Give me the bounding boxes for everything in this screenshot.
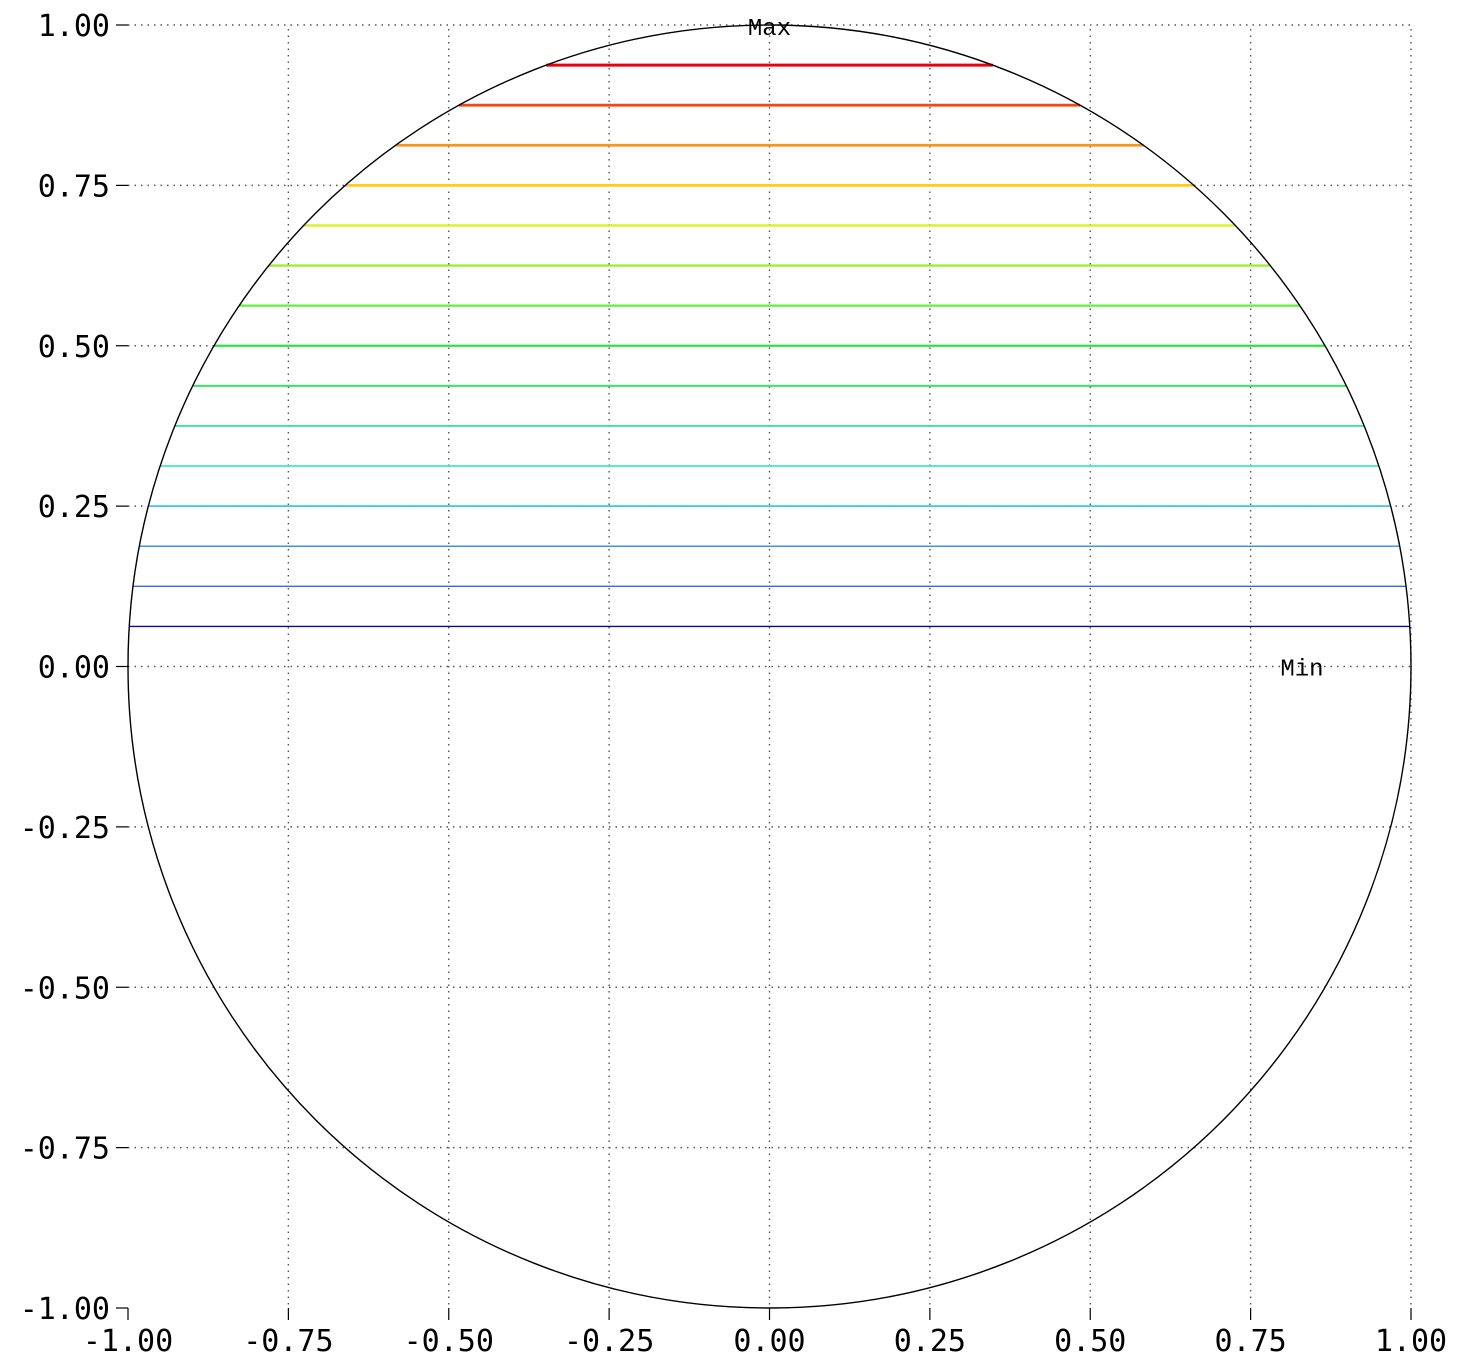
min-annotation: Min [1280, 657, 1323, 684]
tick-labels: -1.00 -0.75 -0.50 -0.25 0.00 0.25 0.50 0.75 1.00… [20, 9, 1447, 1356]
contour-lines [129, 63, 1410, 628]
x-tick-label: -0.25 [564, 1324, 654, 1356]
y-tick-label: 0.50 [38, 330, 110, 365]
x-tick-label: -0.50 [404, 1324, 494, 1356]
annotations: Max Min [748, 16, 1324, 684]
x-tick-label: 0.25 [894, 1324, 966, 1356]
y-tick-label: -0.50 [20, 971, 110, 1006]
axes [116, 24, 1412, 1320]
grid-lines [128, 24, 1412, 1308]
max-annotation: Max [748, 16, 791, 43]
x-tick-label: 0.50 [1054, 1324, 1126, 1356]
x-tick-label: 0.00 [733, 1324, 805, 1356]
x-tick-label: 0.75 [1215, 1324, 1287, 1356]
y-tick-label: 0.75 [38, 169, 110, 204]
y-tick-label: 0.25 [38, 490, 110, 525]
y-tick-label: -1.00 [20, 1292, 110, 1327]
y-tick-label: -0.75 [20, 1132, 110, 1167]
x-tick-label: -0.75 [243, 1324, 333, 1356]
x-tick-label: 1.00 [1375, 1324, 1447, 1356]
boundary-circle [127, 24, 1412, 1309]
circle-boundary [127, 24, 1412, 1309]
y-tick-label: 0.00 [38, 651, 110, 686]
y-tick-label: 1.00 [38, 9, 110, 44]
y-tick-label: -0.25 [20, 811, 110, 846]
x-tick-label: -1.00 [83, 1324, 173, 1356]
